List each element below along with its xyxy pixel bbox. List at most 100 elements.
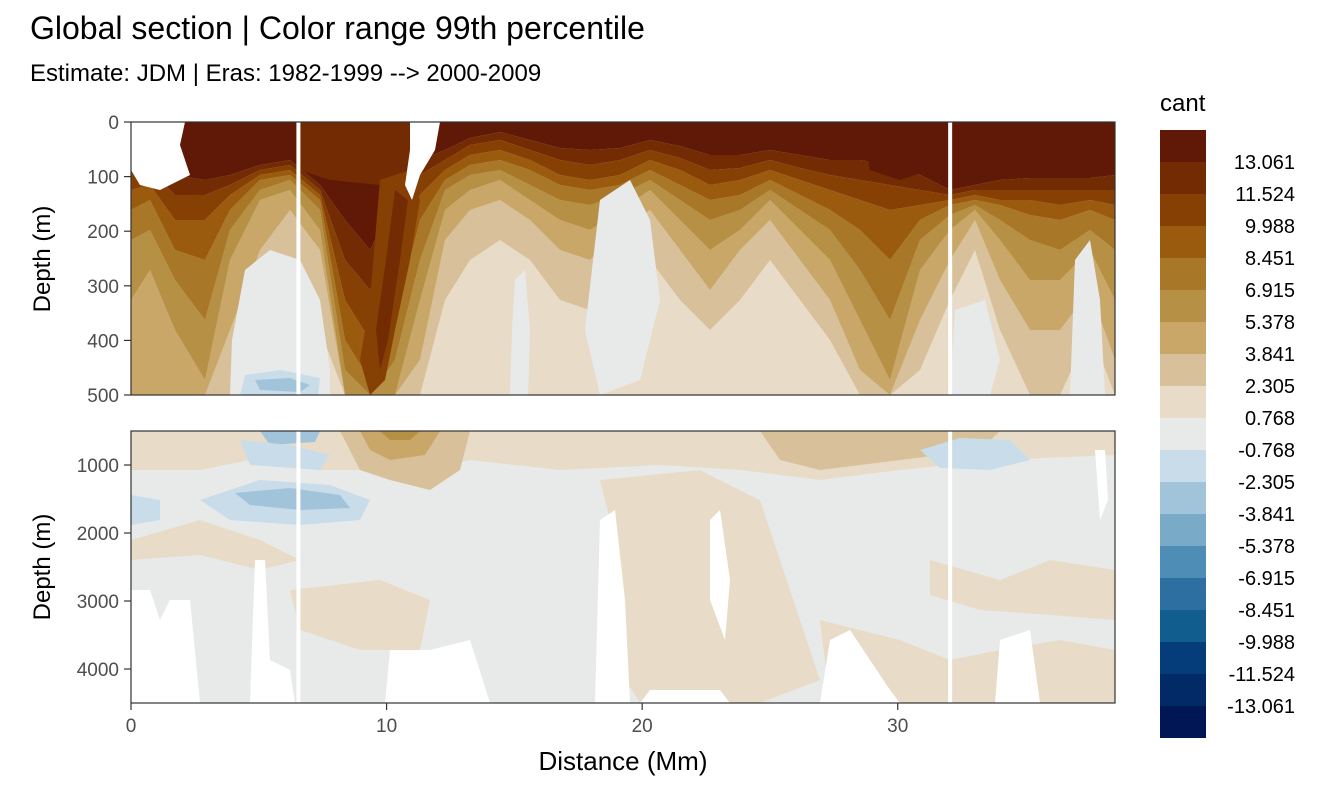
section-gap	[296, 431, 301, 703]
band-0.768	[131, 520, 300, 570]
y-tick-label-lower: 2000	[77, 524, 119, 545]
negative	[240, 440, 330, 470]
y-tick-label-upper: 300	[87, 277, 119, 298]
y-tick-label-upper: 500	[87, 386, 119, 407]
legend-label: 2.305	[1245, 376, 1295, 398]
legend-swatch	[1160, 194, 1206, 226]
pocket-high	[860, 122, 940, 180]
band-3.841	[360, 431, 440, 460]
y-axis-label-lower: Depth (m)	[29, 514, 56, 621]
legend-label: 6.915	[1245, 280, 1295, 302]
section-gap	[296, 122, 301, 395]
seafloor	[131, 590, 200, 703]
legend-label: -13.061	[1227, 696, 1295, 718]
x-tick-label: 20	[632, 716, 653, 737]
legend-swatch	[1160, 418, 1206, 450]
negative	[920, 438, 1030, 470]
legend-label: 13.061	[1234, 152, 1295, 174]
panel-lower-border	[130, 430, 1116, 704]
legend-swatch	[1160, 450, 1206, 482]
legend-label: -3.841	[1238, 504, 1295, 526]
legend-label: -6.915	[1238, 568, 1295, 590]
legend-swatch	[1160, 642, 1206, 674]
legend-swatch	[1160, 290, 1206, 322]
legend-swatch	[1160, 258, 1206, 290]
legend-label: -2.305	[1238, 472, 1295, 494]
no-data	[131, 122, 190, 190]
seafloor	[820, 630, 900, 703]
legend-label: 3.841	[1245, 344, 1295, 366]
seafloor	[595, 510, 630, 703]
near-zero	[510, 270, 530, 395]
legend-label: 11.524	[1235, 184, 1295, 206]
legend-label: 0.768	[1245, 408, 1295, 430]
legend-swatch	[1160, 546, 1206, 578]
legend-label: -9.988	[1238, 632, 1295, 654]
legend-title: cant	[1160, 90, 1206, 117]
chart-title: Global section | Color range 99th percen…	[30, 10, 645, 46]
legend: cant 13.061 11.524 9.988 8.451 6.915 5.378 3.8…	[1160, 90, 1295, 738]
near-zero	[950, 300, 1000, 395]
legend-swatch	[1160, 130, 1206, 162]
y-axis-label-upper: Depth (m)	[29, 206, 56, 313]
legend-swatch	[1160, 578, 1206, 610]
band-3.841	[131, 180, 1115, 395]
seafloor	[710, 510, 730, 640]
legend-label: -8.451	[1238, 600, 1295, 622]
negative	[131, 495, 160, 525]
band-0.768	[930, 560, 1115, 620]
y-tick-label-lower: 4000	[77, 660, 119, 681]
negative	[260, 431, 320, 445]
legend-swatch	[1160, 610, 1206, 642]
x-axis-label: Distance (Mm)	[538, 746, 707, 776]
legend-swatch	[1160, 162, 1206, 194]
band-2.305	[760, 431, 1000, 470]
x-tick-label: 0	[126, 716, 137, 737]
panel-upper	[130, 121, 1116, 396]
seafloor	[1095, 450, 1108, 520]
legend-swatch	[1160, 706, 1206, 738]
band-5.378	[380, 431, 420, 440]
y-tick-label-lower: 1000	[77, 456, 119, 477]
panel-upper-field	[131, 122, 1115, 395]
y-tick-label-lower: 3000	[77, 592, 119, 613]
seafloor	[250, 560, 295, 703]
legend-swatch	[1160, 482, 1206, 514]
legend-swatch	[1160, 514, 1206, 546]
y-tick-label-upper: 100	[87, 168, 119, 189]
legend-swatch	[1160, 226, 1206, 258]
x-tick-label: 10	[376, 716, 397, 737]
near-zero	[230, 250, 330, 395]
negative	[255, 378, 310, 392]
x-tick-label: 30	[887, 716, 908, 737]
intrusion	[376, 190, 408, 370]
band-0.768	[290, 580, 430, 650]
y-tick-label-upper: 200	[87, 222, 119, 243]
no-data	[405, 122, 440, 200]
legend-label: -11.524	[1229, 664, 1295, 686]
legend-swatch	[1160, 386, 1206, 418]
y-tick-label-upper: 0	[108, 113, 119, 134]
legend-swatch	[1160, 354, 1206, 386]
legend-swatch	[1160, 322, 1206, 354]
legend-label: 8.451	[1245, 248, 1295, 270]
panel-lower-field	[131, 431, 1115, 703]
legend-label: -5.378	[1238, 536, 1295, 558]
seafloor	[385, 640, 490, 703]
panel-lower	[130, 430, 1116, 704]
band-0.768	[820, 620, 1115, 703]
near-zero	[585, 180, 660, 395]
axes: 0 100 200 300 400 500 1000 2000 3000 4000 0 10 20 30	[77, 113, 909, 737]
legend-label: -0.768	[1238, 440, 1295, 462]
y-tick-label-upper: 400	[87, 331, 119, 352]
panel-upper-border	[130, 121, 1116, 396]
pocket-high	[300, 122, 410, 185]
chart-subtitle: Estimate: JDM | Eras: 1982-1999 --> 2000…	[30, 60, 542, 87]
legend-label: 5.378	[1245, 312, 1295, 334]
section-gap	[948, 122, 953, 395]
section-gap	[948, 431, 953, 703]
legend-swatch	[1160, 674, 1206, 706]
seafloor	[995, 630, 1040, 703]
near-zero	[1070, 240, 1105, 395]
legend-label: 9.988	[1245, 216, 1295, 238]
